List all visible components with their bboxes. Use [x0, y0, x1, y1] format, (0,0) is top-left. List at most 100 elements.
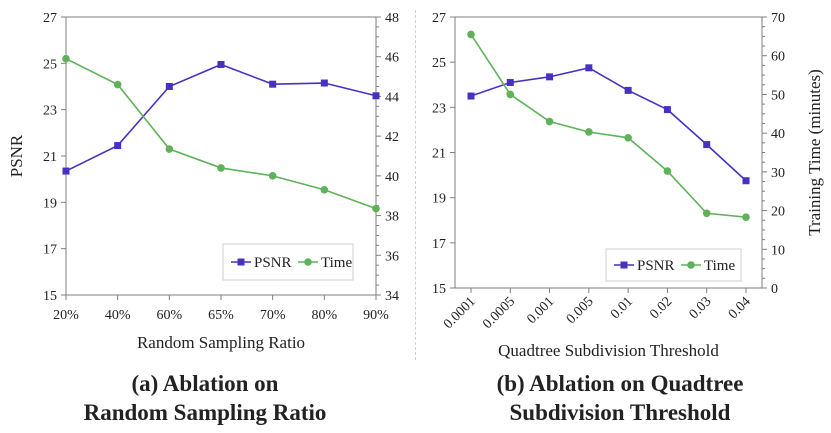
- y2-tick-label: 42: [385, 130, 399, 145]
- psnr-point: [546, 73, 554, 81]
- time-point: [506, 90, 515, 99]
- psnr-point: [165, 83, 173, 90]
- time-point: [663, 167, 672, 175]
- legend-psnr-label: PSNR: [637, 258, 675, 274]
- time-point: [268, 172, 277, 180]
- x-tick-label: 80%: [311, 308, 337, 323]
- y-tick-label: 25: [432, 56, 446, 71]
- psnr-series-line: [65, 63, 377, 172]
- psnr-point: [114, 142, 122, 150]
- time-point: [467, 30, 475, 39]
- panel-divider: [415, 10, 416, 360]
- y2-tick-label: 48: [385, 11, 399, 26]
- y2-tick-label: 70: [771, 11, 785, 26]
- x-tick-label: 0.04: [726, 294, 754, 322]
- time-point: [702, 209, 711, 218]
- y-tick-label: 25: [43, 57, 57, 72]
- time-point: [545, 117, 554, 126]
- y2-tick-label: 46: [385, 51, 399, 66]
- psnr-point: [467, 92, 475, 100]
- y2-tick-label: 60: [771, 50, 785, 65]
- x-tick-label: 20%: [53, 308, 79, 323]
- legend-time-marker: [687, 261, 695, 269]
- chart-panel-a: 15 17 19 21 23 25 27 34 36 38 40 42 44 46 48 20% 40% 60% 6…: [7, 11, 399, 425]
- time-point: [372, 204, 380, 213]
- y2-tick-label: 30: [771, 166, 785, 181]
- y2-tick-label: 38: [385, 210, 399, 225]
- time-point: [113, 80, 122, 89]
- y-tick-label: 23: [43, 104, 57, 119]
- x-tick-label: 0.0001: [441, 294, 479, 332]
- y2-tick-label: 10: [771, 243, 785, 258]
- x-tick-label: 0.02: [647, 294, 675, 322]
- time-point: [217, 164, 225, 172]
- psnr-point: [217, 60, 225, 68]
- figure-caption-line: Random Sampling Ratio: [84, 400, 327, 425]
- y2-tick-label: 40: [385, 170, 399, 185]
- y-tick-label: 21: [43, 150, 57, 165]
- y-tick-label: 27: [43, 11, 57, 26]
- y2-tick-label: 0: [771, 282, 778, 297]
- x-tick-label: 0.0005: [480, 294, 518, 332]
- legend-time-label: Time: [704, 258, 735, 274]
- x-tick-label: 60%: [156, 308, 182, 323]
- time-point: [320, 185, 329, 194]
- legend: PSNR Time: [605, 248, 742, 282]
- x-tick-label: 0.03: [687, 294, 715, 322]
- psnr-point: [269, 80, 277, 88]
- time-point: [585, 128, 593, 136]
- y-axis-label: PSNR: [7, 134, 26, 177]
- x-tick-label: 90%: [363, 308, 389, 323]
- psnr-point: [742, 177, 750, 185]
- legend-psnr-marker: [237, 258, 245, 266]
- y-tick-label: 19: [43, 196, 57, 211]
- y2-tick-label: 50: [771, 88, 785, 103]
- y-tick-label: 17: [432, 237, 446, 252]
- y-tick-label: 19: [432, 192, 446, 207]
- time-series-line: [65, 57, 377, 210]
- legend-time-label: Time: [321, 255, 352, 271]
- psnr-series-line: [470, 66, 747, 182]
- x-axis-label: Quadtree Subdivision Threshold: [498, 341, 719, 360]
- legend-psnr-marker: [620, 261, 628, 269]
- psnr-point: [585, 64, 593, 72]
- figure-caption-line: (a) Ablation on: [132, 371, 279, 396]
- time-series-line: [470, 33, 747, 218]
- chart-panel-b: 15 17 19 21 23 25 27 0 10 20 30 40 50 60 70 0.0001 0.000…: [432, 11, 824, 425]
- psnr-point: [506, 78, 514, 86]
- x-tick-label: 65%: [208, 308, 234, 323]
- y2-tick-label: 44: [385, 90, 399, 105]
- y2-tick-label: 20: [771, 205, 785, 220]
- y2-tick-label: 34: [385, 289, 399, 304]
- time-point: [624, 133, 632, 142]
- psnr-point: [320, 79, 328, 87]
- y-tick-label: 21: [432, 147, 446, 162]
- figure-caption-line: (b) Ablation on Quadtree: [497, 371, 744, 396]
- y2-axis-label: Training Time (minutes): [805, 69, 824, 236]
- legend-time-marker: [304, 258, 312, 266]
- x-tick-label: 40%: [105, 308, 131, 323]
- time-point: [62, 54, 70, 63]
- psnr-point: [62, 167, 70, 175]
- x-tick-label: 0.01: [608, 294, 636, 322]
- x-tick-label: 0.005: [564, 294, 597, 327]
- y-tick-label: 15: [43, 289, 57, 304]
- figure-caption-line: Subdivision Threshold: [510, 400, 731, 425]
- y-tick-label: 23: [432, 101, 446, 116]
- psnr-point: [703, 141, 711, 149]
- x-tick-label: 70%: [260, 308, 286, 323]
- y2-tick-label: 40: [771, 127, 785, 142]
- psnr-point: [663, 106, 671, 114]
- legend-psnr-label: PSNR: [254, 255, 292, 271]
- x-axis-label: Random Sampling Ratio: [137, 333, 305, 352]
- psnr-point: [624, 86, 632, 94]
- y2-tick-label: 36: [385, 249, 399, 264]
- time-point: [165, 145, 174, 153]
- psnr-point: [372, 92, 380, 100]
- x-tick-label: 0.001: [525, 294, 558, 327]
- time-point: [742, 213, 750, 221]
- y-tick-label: 27: [432, 11, 446, 26]
- y-tick-label: 15: [432, 282, 446, 297]
- legend: PSNR Time: [222, 243, 354, 281]
